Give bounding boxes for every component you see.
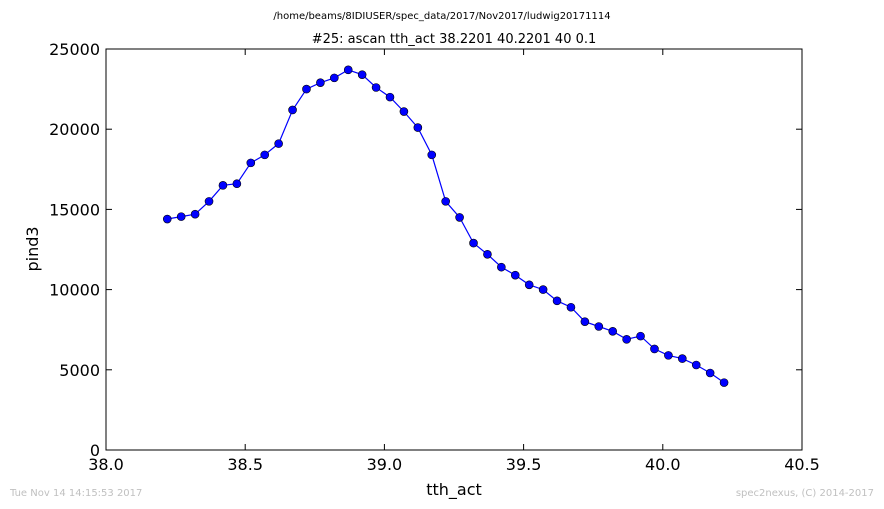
data-point bbox=[399, 107, 409, 116]
x-tick-label: 38.5 bbox=[227, 455, 263, 474]
x-tick-label: 39.5 bbox=[506, 455, 542, 474]
data-point bbox=[719, 378, 729, 387]
data-point bbox=[232, 179, 242, 189]
data-point bbox=[469, 238, 478, 248]
y-tick-label: 5000 bbox=[59, 361, 100, 380]
data-point bbox=[190, 209, 200, 219]
data-point bbox=[594, 322, 604, 331]
data-point bbox=[636, 331, 645, 341]
data-point bbox=[497, 262, 506, 272]
data-point bbox=[441, 197, 450, 206]
chart-suptitle: /home/beams/8IDIUSER/spec_data/2017/Nov2… bbox=[273, 11, 610, 22]
data-point bbox=[302, 84, 311, 94]
data-point bbox=[691, 360, 701, 370]
chart-title: #25: ascan tth_act 38.2201 40.2201 40 0.… bbox=[312, 32, 597, 47]
x-tick-label: 40.0 bbox=[645, 455, 681, 474]
data-point bbox=[288, 105, 297, 115]
data-point bbox=[483, 250, 492, 259]
data-point bbox=[678, 354, 687, 363]
data-point bbox=[204, 197, 214, 206]
x-tick-label: 40.5 bbox=[784, 455, 820, 474]
data-point bbox=[162, 214, 172, 224]
x-axis: 38.0 38.5 39.0 39.5 40.0 40.5 bbox=[88, 49, 820, 474]
data-point bbox=[343, 65, 353, 75]
data-point bbox=[218, 181, 228, 190]
data-point bbox=[566, 302, 576, 312]
y-axis-label: pind3 bbox=[23, 226, 42, 271]
data-point bbox=[650, 344, 659, 354]
x-tick-label: 38.0 bbox=[88, 455, 124, 474]
data-point bbox=[427, 150, 437, 160]
data-point bbox=[357, 70, 367, 79]
data-series bbox=[162, 65, 729, 387]
data-point bbox=[705, 368, 715, 378]
data-point bbox=[371, 83, 381, 92]
y-tick-label: 10000 bbox=[49, 281, 100, 300]
data-point bbox=[580, 317, 590, 326]
plot-area bbox=[105, 48, 803, 451]
data-point bbox=[524, 280, 534, 290]
data-point bbox=[260, 150, 270, 160]
credit-footer: spec2nexus, (C) 2014-2017 bbox=[735, 488, 874, 499]
data-point bbox=[552, 296, 562, 306]
data-point bbox=[246, 158, 256, 168]
data-point bbox=[455, 213, 464, 222]
data-point bbox=[330, 73, 339, 83]
data-point bbox=[510, 270, 520, 280]
timestamp-footer: Tue Nov 14 14:15:53 2017 bbox=[10, 488, 143, 499]
data-point bbox=[608, 327, 618, 336]
data-point bbox=[664, 351, 673, 360]
x-tick-label: 39.0 bbox=[367, 455, 403, 474]
data-point bbox=[385, 92, 395, 102]
data-point bbox=[413, 123, 423, 132]
y-axis: 0 5000 10000 15000 20000 25000 bbox=[49, 40, 802, 460]
x-axis-label: tth_act bbox=[426, 480, 482, 500]
y-tick-label: 25000 bbox=[49, 40, 100, 59]
y-tick-label: 0 bbox=[90, 441, 100, 460]
y-tick-label: 15000 bbox=[49, 200, 100, 219]
data-point bbox=[622, 335, 631, 344]
y-tick-label: 20000 bbox=[49, 120, 100, 139]
data-point bbox=[176, 212, 186, 221]
data-point bbox=[274, 139, 283, 148]
data-point bbox=[316, 78, 325, 87]
data-point bbox=[538, 285, 548, 294]
